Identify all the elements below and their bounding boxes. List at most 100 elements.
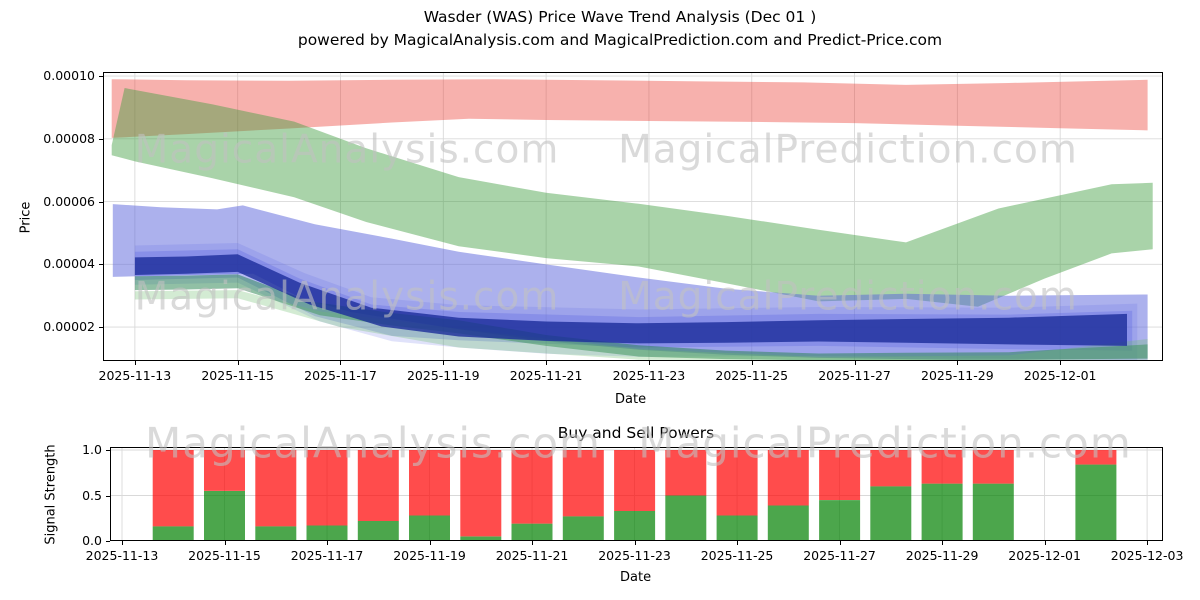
sell-zone-band xyxy=(111,79,1148,138)
price-chart xyxy=(103,72,1163,361)
x-tick-mark xyxy=(546,361,548,365)
bar-sell-segment xyxy=(409,450,450,516)
bar-buy-segment xyxy=(614,511,656,541)
power-chart xyxy=(110,447,1163,541)
bar-sell-segment xyxy=(972,450,1014,484)
bar-sell-segment xyxy=(614,450,656,511)
x-tick-label: 2025-11-17 xyxy=(304,368,377,383)
x-tick-mark xyxy=(942,541,944,545)
price-axes-frame xyxy=(103,72,1163,361)
price-chart-canvas xyxy=(103,72,1163,361)
x-tick-mark xyxy=(237,361,239,365)
y-tick-mark xyxy=(99,76,103,78)
x-tick-label: 2025-11-21 xyxy=(495,548,569,563)
y-tick-label: 0.00004 xyxy=(43,256,95,272)
bar-sell-segment xyxy=(255,450,297,527)
bar-sell-segment xyxy=(819,450,861,500)
y-tick-mark xyxy=(99,201,103,203)
x-tick-label: 2025-11-25 xyxy=(700,548,774,563)
x-tick-mark xyxy=(327,541,329,545)
x-tick-mark xyxy=(532,541,534,545)
x-tick-label: 2025-11-29 xyxy=(921,368,994,383)
x-tick-label: 2025-11-19 xyxy=(406,368,480,383)
bar-sell-segment xyxy=(767,450,809,506)
x-tick-label: 2025-11-21 xyxy=(509,368,583,383)
bar-sell-segment xyxy=(1075,450,1117,465)
x-tick-mark xyxy=(134,361,136,365)
bar-buy-segment xyxy=(870,486,912,541)
x-tick-label: 2025-11-17 xyxy=(290,548,364,563)
bar-buy-segment xyxy=(767,505,809,541)
bar-buy-segment xyxy=(511,523,553,541)
x-tick-label: 2025-12-01 xyxy=(1023,368,1097,383)
bar-buy-segment xyxy=(460,536,502,541)
bar-buy-segment xyxy=(819,500,861,541)
bar-sell-segment xyxy=(870,450,912,487)
bar-buy-segment xyxy=(152,526,194,541)
x-tick-mark xyxy=(121,541,123,545)
bar-buy-segment xyxy=(972,483,1014,541)
bar-buy-segment xyxy=(255,526,297,541)
x-tick-label: 2025-11-29 xyxy=(905,548,979,563)
y-tick-label: 0.5 xyxy=(82,487,102,503)
x-tick-mark xyxy=(751,361,753,365)
x-tick-label: 2025-11-23 xyxy=(598,548,671,563)
price-xlabel: Date xyxy=(615,392,647,407)
upper-trend-band xyxy=(111,88,1153,307)
power-chart-canvas xyxy=(110,447,1163,541)
x-tick-mark xyxy=(340,361,342,365)
x-tick-mark xyxy=(854,361,856,365)
x-tick-label: 2025-11-13 xyxy=(98,368,172,383)
bar-buy-segment xyxy=(562,516,604,541)
power-chart-title: Buy and Sell Powers xyxy=(557,424,715,442)
bar-buy-segment xyxy=(1075,464,1117,541)
x-tick-label: 2025-12-03 xyxy=(1110,548,1184,563)
x-tick-mark xyxy=(1044,541,1046,545)
y-tick-label: 1.0 xyxy=(82,442,102,457)
bar-sell-segment xyxy=(460,450,502,537)
bar-buy-segment xyxy=(409,515,450,541)
bar-sell-segment xyxy=(306,450,348,526)
x-tick-mark xyxy=(839,541,841,545)
bar-sell-segment xyxy=(357,450,399,521)
x-tick-label: 2025-11-27 xyxy=(818,368,891,383)
y-tick-label: 0.00002 xyxy=(43,319,95,335)
price-ylabel: Price xyxy=(18,201,34,234)
bar-buy-segment xyxy=(357,521,399,541)
bar-sell-segment xyxy=(152,450,194,527)
x-tick-label: 2025-11-19 xyxy=(393,548,466,563)
x-tick-label: 2025-11-27 xyxy=(803,548,876,563)
x-tick-mark xyxy=(224,541,226,545)
y-tick-mark xyxy=(99,138,103,140)
bar-buy-segment xyxy=(665,495,707,541)
x-tick-label: 2025-12-01 xyxy=(1008,548,1081,563)
y-tick-mark xyxy=(106,495,110,497)
x-tick-mark xyxy=(1060,361,1062,365)
y-tick-mark xyxy=(99,327,103,329)
bar-sell-segment xyxy=(204,450,245,491)
x-tick-label: 2025-11-15 xyxy=(201,368,274,383)
x-tick-mark xyxy=(957,361,959,365)
x-tick-label: 2025-11-23 xyxy=(612,368,686,383)
power-axes-frame xyxy=(110,447,1163,541)
power-xlabel: Date xyxy=(620,570,652,585)
y-tick-label: 0.00006 xyxy=(43,193,95,209)
bar-buy-segment xyxy=(204,491,245,541)
bar-buy-segment xyxy=(921,483,963,541)
y-tick-mark xyxy=(106,450,110,451)
support-green-band xyxy=(134,274,1148,361)
y-tick-label: 0.00008 xyxy=(43,130,95,146)
x-tick-mark xyxy=(737,541,739,545)
price-wave-core xyxy=(134,254,1127,346)
y-tick-mark xyxy=(99,264,103,266)
x-tick-label: 2025-11-13 xyxy=(85,548,159,563)
x-tick-label: 2025-11-25 xyxy=(715,368,789,383)
support-green-fan xyxy=(134,290,1148,361)
bar-buy-segment xyxy=(716,515,758,541)
bar-sell-segment xyxy=(511,450,553,524)
power-ylabel: Signal Strength xyxy=(43,444,59,545)
x-tick-mark xyxy=(443,361,445,365)
bar-sell-segment xyxy=(562,450,604,517)
y-tick-label: 0.00010 xyxy=(43,68,95,84)
